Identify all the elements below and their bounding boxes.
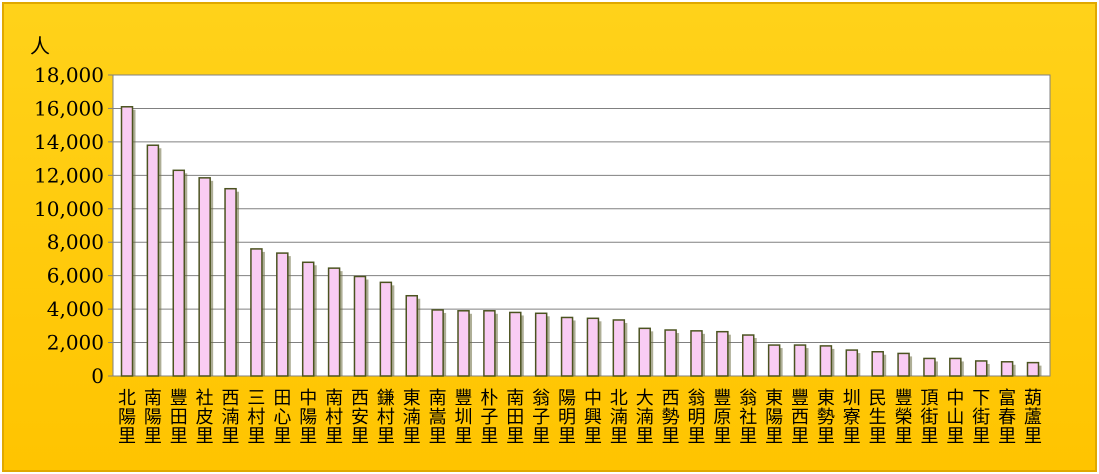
x-tick-label: 圳寮里	[843, 388, 861, 447]
x-tick-label: 陽明里	[558, 388, 576, 447]
x-tick-label: 中興里	[584, 388, 602, 447]
x-tick-label: 朴子里	[480, 388, 498, 447]
x-tick-label: 翁明里	[687, 388, 705, 447]
y-tick-label: 14,000	[34, 130, 104, 154]
bar	[1026, 361, 1040, 377]
x-tick-label: 田心里	[273, 388, 291, 447]
bar	[612, 319, 626, 377]
bar	[586, 317, 600, 377]
y-axis-label: 人	[30, 34, 50, 58]
bars	[120, 106, 1042, 377]
bar	[146, 144, 160, 377]
bar	[767, 344, 781, 377]
bar	[845, 349, 859, 377]
bar	[301, 261, 315, 377]
x-tick-label: 豐田里	[170, 388, 188, 447]
bar	[509, 311, 522, 377]
x-tick-label: 豐西里	[791, 388, 809, 447]
bar	[353, 275, 367, 377]
y-tick-label: 4,000	[47, 297, 104, 321]
bar	[819, 345, 833, 377]
x-tick-label: 北湳里	[610, 388, 628, 447]
bar	[560, 316, 574, 377]
bar	[431, 309, 444, 377]
y-tick-label: 18,000	[34, 63, 104, 87]
bar	[923, 357, 936, 377]
x-tick-label: 中陽里	[299, 388, 317, 447]
x-tick-label: 西湳里	[222, 388, 240, 447]
x-tick-label: 東湳里	[403, 388, 421, 447]
bar	[690, 330, 703, 377]
bar	[483, 310, 496, 377]
bar	[1000, 361, 1014, 377]
x-tick-label: 三村里	[247, 388, 265, 447]
x-tick-label: 南陽里	[144, 388, 162, 447]
x-tick-label: 民生里	[869, 388, 887, 447]
bar	[120, 106, 134, 377]
bar	[664, 329, 677, 377]
x-tick-label: 鎌村里	[377, 388, 395, 447]
bar	[534, 312, 548, 377]
y-tick-label: 12,000	[34, 163, 104, 187]
x-tick-label: 豐原里	[713, 388, 731, 447]
bar	[949, 357, 962, 377]
bar	[716, 330, 729, 377]
y-tick-label: 2,000	[47, 331, 104, 355]
x-tick-label: 社皮里	[196, 388, 214, 447]
bar	[327, 267, 341, 377]
x-axis-category-labels: 北陽里南陽里豐田里社皮里西湳里三村里田心里中陽里南村里西安里鎌村里東湳里南嵩里豐…	[118, 388, 1042, 447]
bar	[250, 248, 263, 377]
x-tick-label: 北陽里	[118, 388, 136, 447]
bar	[172, 169, 186, 377]
x-tick-label: 豐圳里	[455, 388, 473, 447]
x-tick-label: 葫蘆里	[1024, 388, 1042, 447]
y-tick-label: 16,000	[34, 96, 104, 120]
bar	[974, 360, 988, 377]
gridlines	[108, 74, 1050, 377]
bar	[793, 344, 807, 377]
bar	[638, 327, 651, 377]
bar	[405, 294, 418, 377]
x-tick-label: 南嵩里	[429, 388, 447, 447]
plot-area	[112, 74, 1051, 377]
x-tick-label: 翁社里	[739, 388, 757, 447]
x-tick-label: 東陽里	[765, 388, 783, 447]
bar	[457, 310, 470, 377]
y-tick-label: 8,000	[47, 230, 104, 254]
y-tick-label: 10,000	[34, 197, 104, 221]
y-tick-label: 6,000	[47, 264, 104, 288]
x-tick-label: 中山里	[946, 388, 964, 447]
bar	[198, 177, 211, 377]
x-tick-label: 頂街里	[920, 388, 938, 447]
x-tick-label: 南田里	[506, 388, 524, 447]
x-tick-label: 西安里	[351, 388, 369, 447]
x-tick-label: 豐榮里	[895, 388, 913, 447]
bar	[276, 252, 289, 377]
bar	[742, 334, 755, 377]
x-tick-label: 富春里	[998, 388, 1016, 447]
x-tick-label: 翁子里	[532, 388, 550, 447]
x-tick-label: 南村里	[325, 388, 343, 447]
x-tick-label: 西勢里	[662, 388, 680, 447]
bar	[897, 352, 910, 377]
x-tick-label: 下街里	[972, 388, 990, 447]
y-tick-label: 0	[91, 364, 104, 388]
bar	[224, 187, 237, 377]
x-tick-label: 大湳里	[636, 388, 654, 447]
bar	[379, 281, 393, 377]
bar	[871, 351, 884, 377]
y-axis-tick-labels: 0 2,000 4,000 6,000 8,000 10,000 12,000 14,000 1…	[34, 63, 104, 388]
x-tick-label: 東勢里	[817, 388, 835, 447]
